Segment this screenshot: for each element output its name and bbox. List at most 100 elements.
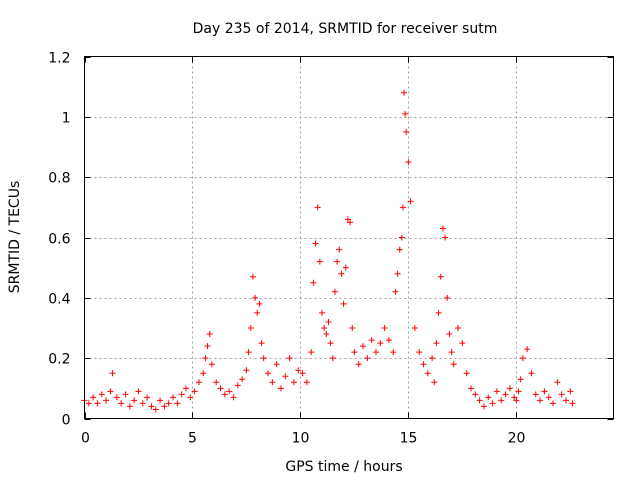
data-point — [195, 379, 202, 386]
data-point — [331, 288, 338, 295]
data-point — [444, 294, 451, 301]
data-point — [206, 331, 213, 338]
data-point — [524, 346, 531, 353]
data-point — [569, 400, 576, 407]
data-point — [401, 89, 408, 96]
data-point — [109, 370, 116, 377]
data-point — [85, 400, 92, 407]
data-point — [340, 300, 347, 307]
data-point — [286, 355, 293, 362]
data-point — [515, 388, 522, 395]
data-points — [81, 89, 576, 413]
data-point — [399, 204, 406, 211]
y-tick-label: 1 — [62, 111, 71, 127]
data-point — [360, 343, 367, 350]
data-point — [148, 403, 155, 410]
data-point — [243, 367, 250, 374]
data-point — [126, 403, 133, 410]
data-point — [558, 391, 565, 398]
data-point — [532, 391, 539, 398]
data-point — [213, 379, 220, 386]
data-point — [234, 382, 241, 389]
data-point — [323, 331, 330, 338]
data-point — [446, 331, 453, 338]
data-point — [448, 349, 455, 356]
data-point — [381, 325, 388, 331]
data-point — [316, 258, 323, 265]
data-point — [157, 397, 164, 404]
data-point — [392, 288, 399, 295]
data-point — [98, 391, 105, 398]
data-point — [435, 309, 442, 316]
data-point — [303, 379, 310, 386]
data-point — [489, 400, 496, 407]
data-point — [221, 391, 228, 398]
data-point — [321, 325, 328, 331]
data-point — [254, 309, 261, 316]
data-point — [202, 355, 209, 362]
data-point — [450, 361, 457, 368]
data-point — [472, 391, 479, 398]
data-point — [103, 397, 110, 404]
data-point — [252, 294, 259, 301]
data-point — [135, 388, 142, 395]
data-point — [325, 318, 332, 325]
data-point — [144, 394, 151, 401]
data-point — [550, 400, 557, 407]
data-point — [355, 361, 362, 368]
data-point — [200, 370, 207, 377]
data-point — [336, 246, 343, 253]
data-point — [191, 388, 198, 395]
data-point — [385, 337, 392, 344]
data-point — [513, 397, 520, 404]
data-point — [364, 355, 371, 362]
data-point — [493, 388, 500, 395]
data-point — [277, 385, 284, 392]
data-point — [217, 385, 224, 392]
x-axis-label: GPS time / hours — [285, 459, 402, 475]
data-point — [329, 355, 336, 362]
data-point — [431, 379, 438, 386]
data-point — [161, 403, 168, 410]
data-point — [247, 325, 254, 331]
data-point — [347, 219, 354, 226]
data-point — [258, 340, 265, 347]
data-point — [519, 355, 526, 362]
data-point — [562, 397, 569, 404]
data-point — [398, 234, 405, 241]
data-point — [437, 273, 444, 280]
data-point — [249, 273, 256, 280]
data-point — [396, 246, 403, 253]
data-point — [351, 349, 358, 356]
data-point — [476, 397, 483, 404]
data-point — [245, 349, 252, 356]
data-point — [165, 400, 172, 407]
data-point — [256, 300, 263, 307]
data-point — [342, 264, 349, 271]
data-point — [122, 391, 129, 398]
x-tick-label: 15 — [400, 431, 418, 447]
data-point — [344, 216, 351, 223]
data-point — [295, 367, 302, 374]
data-point — [314, 204, 321, 211]
data-point — [107, 388, 114, 395]
data-point — [312, 240, 319, 247]
data-point — [368, 337, 375, 344]
data-point — [319, 309, 326, 316]
x-tick-label: 20 — [508, 431, 526, 447]
data-point — [282, 373, 289, 380]
data-point — [327, 340, 334, 347]
y-tick-label: 0.4 — [48, 292, 70, 308]
chart-title: Day 235 of 2014, SRMTID for receiver sut… — [193, 21, 498, 37]
data-point — [239, 376, 246, 383]
y-tick-label: 0 — [62, 413, 71, 429]
data-point — [463, 370, 470, 377]
data-point — [528, 370, 535, 377]
data-point — [554, 379, 561, 386]
grid — [84, 56, 614, 419]
data-point — [152, 406, 159, 413]
data-point — [310, 279, 317, 286]
data-point — [502, 391, 509, 398]
data-point — [485, 394, 492, 401]
